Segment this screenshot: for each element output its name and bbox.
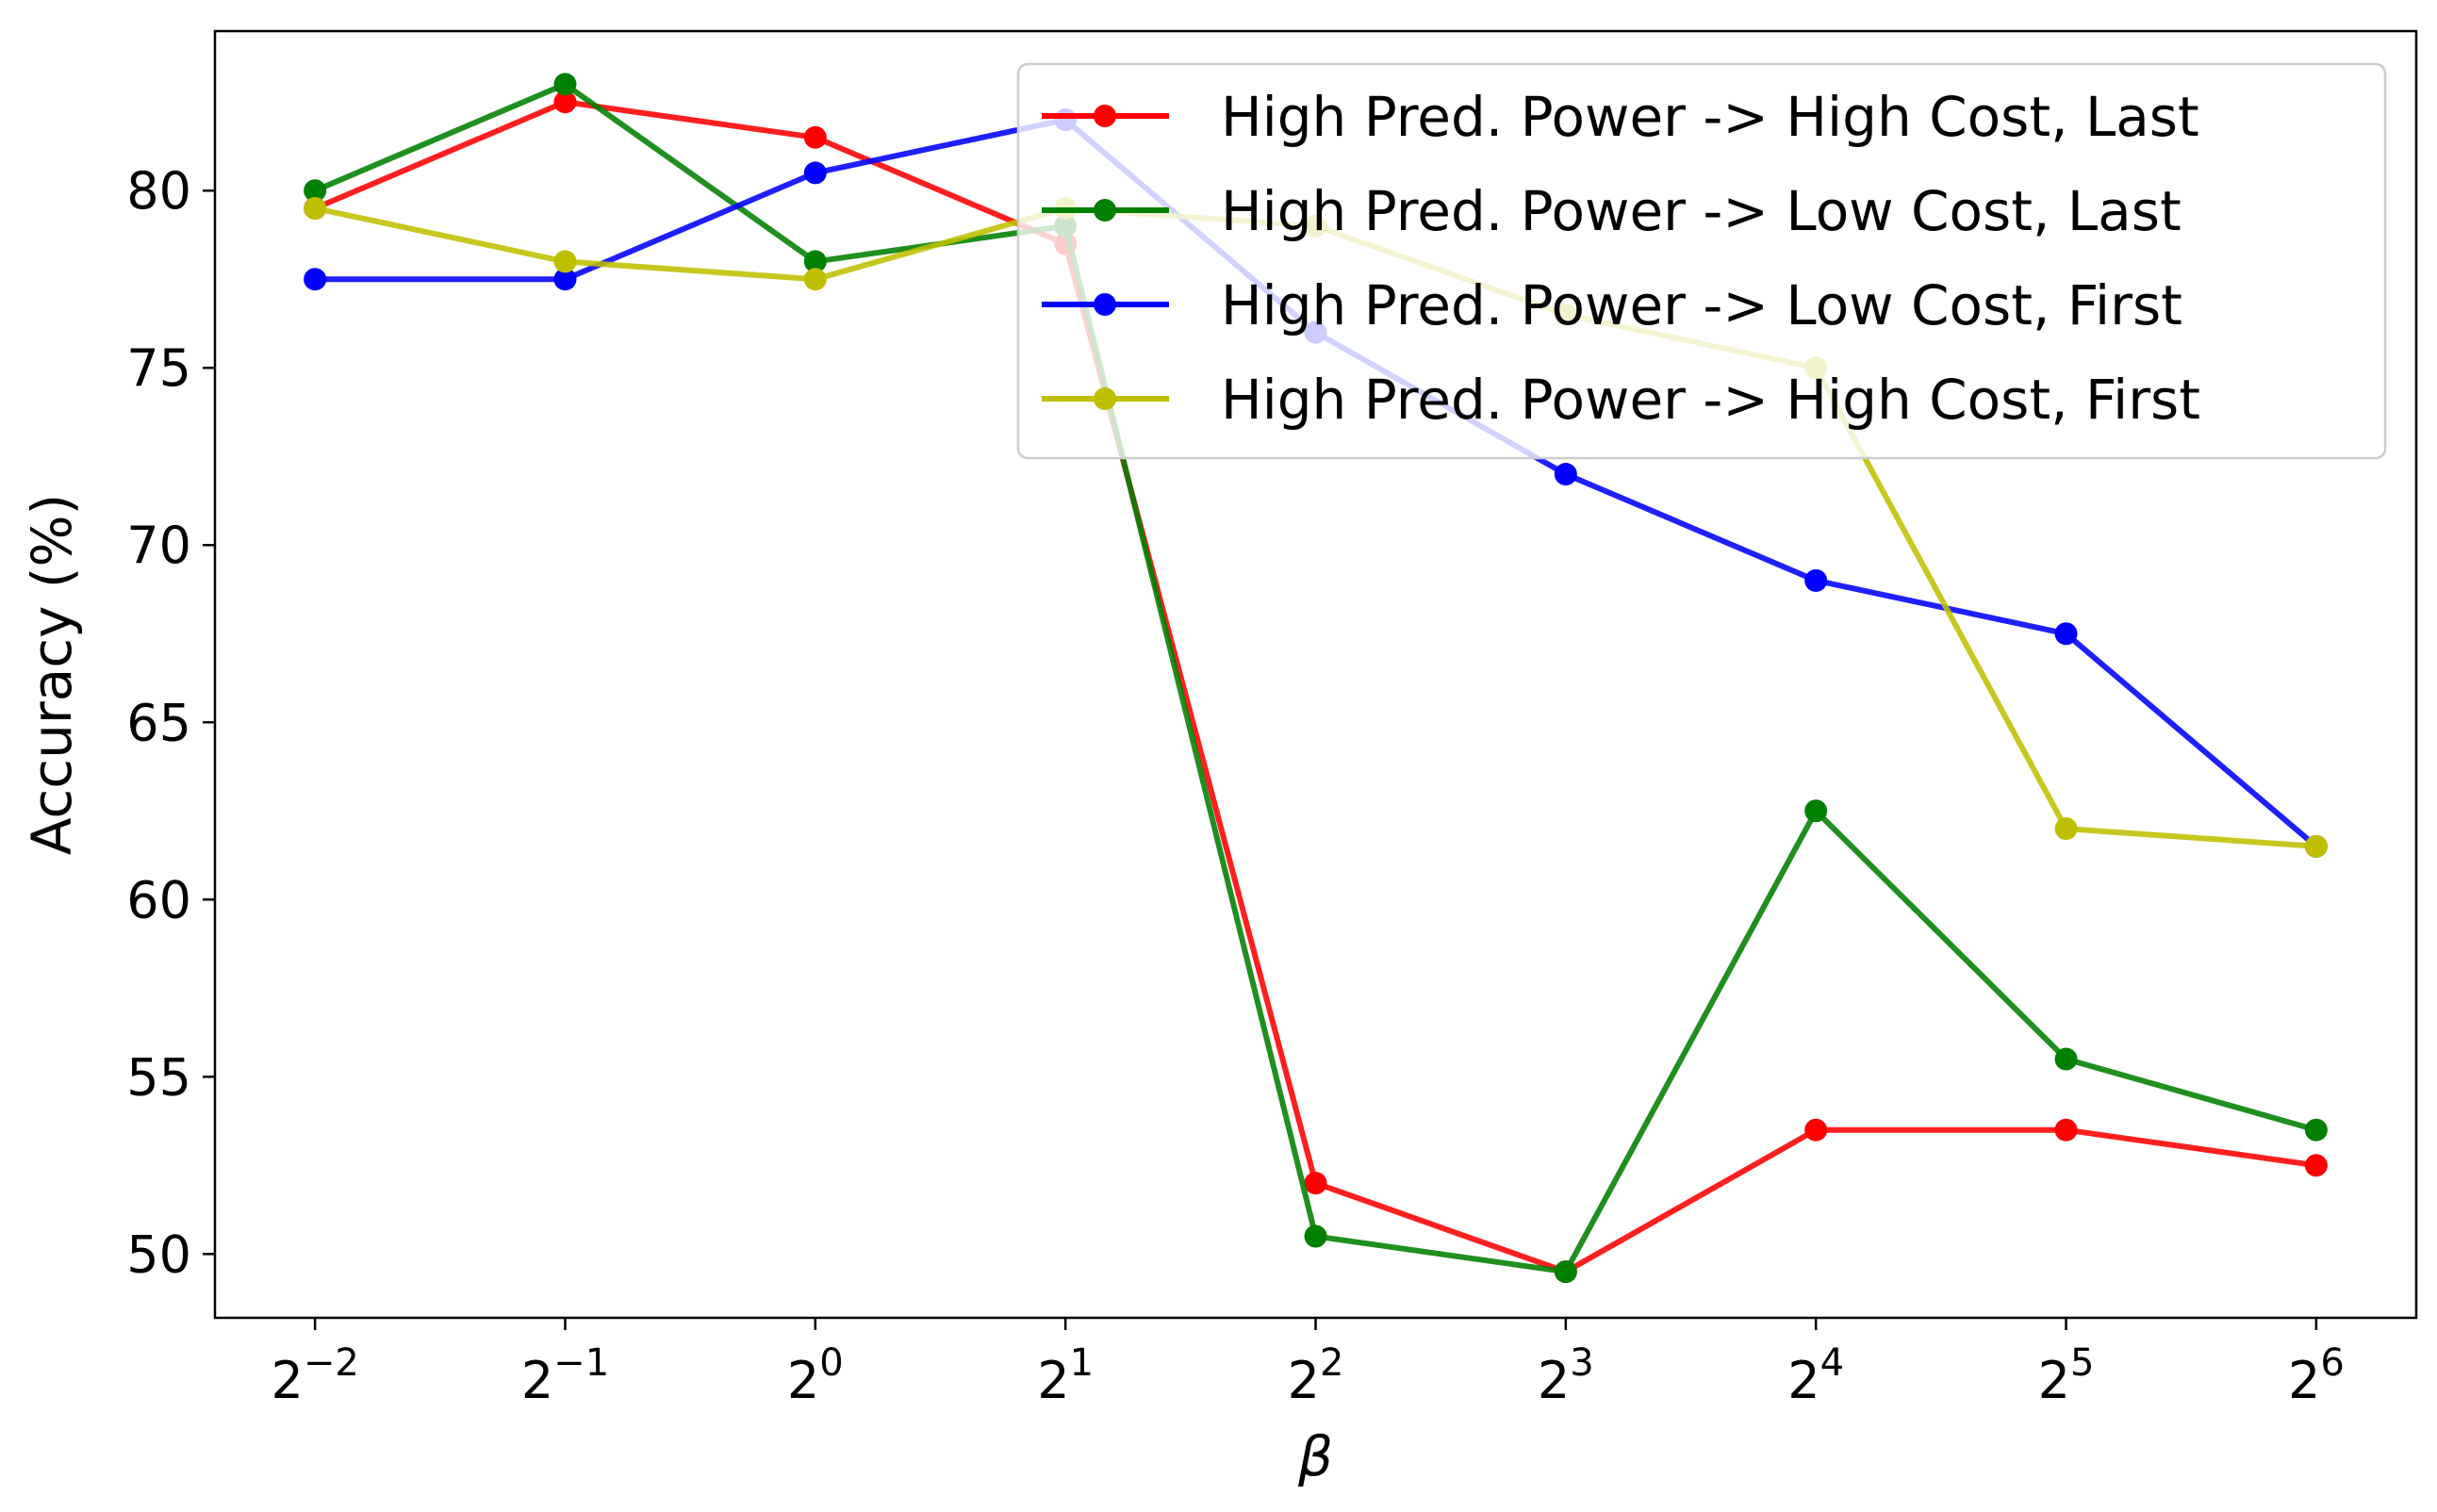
legend-item-1: High Pred. Power -> High Cost, Last [1042,85,2199,149]
data-point [2054,1047,2078,1071]
x-axis: 2−2 2−1 20 21 22 23 24 25 26 [271,1318,2345,1410]
legend-label: High Pred. Power -> Low Cost, First [1221,273,2182,337]
data-point [803,268,827,291]
legend-item-3: High Pred. Power -> Low Cost, First [1042,273,2182,337]
legend-marker [1094,293,1116,316]
x-tick-label: 2−2 [271,1341,358,1410]
data-point [2304,834,2328,858]
data-point [803,125,827,149]
y-tick-label: 75 [126,338,191,398]
legend-box [1016,62,2387,460]
y-tick-label: 80 [126,161,191,221]
data-point [803,250,827,273]
data-point [1804,568,1828,592]
data-point [1554,463,1577,486]
y-tick-label: 65 [126,693,191,752]
data-point [1554,1260,1577,1284]
legend-item-4: High Pred. Power -> High Cost, First [1042,368,2200,432]
data-point [1304,1224,1327,1248]
data-point [553,73,577,96]
legend: High Pred. Power -> High Cost, Last High … [1016,62,2387,460]
y-tick-label: 55 [126,1047,191,1107]
data-point [803,161,827,185]
x-tick-label: 24 [1787,1341,1844,1410]
x-tick-label: 25 [2038,1341,2095,1410]
data-point [2304,1154,2328,1177]
data-point [553,250,577,273]
data-point [1804,1118,1828,1142]
x-axis-label: β [1297,1424,1333,1488]
legend-item-2: High Pred. Power -> Low Cost, Last [1042,179,2182,243]
legend-marker [1094,387,1116,410]
legend-label: High Pred. Power -> Low Cost, Last [1221,179,2182,243]
legend-label: High Pred. Power -> High Cost, First [1221,368,2200,432]
y-tick-label: 60 [126,870,191,929]
data-point [1304,1172,1327,1195]
plot-frame [213,29,2418,1320]
y-tick-label: 50 [126,1224,191,1284]
y-axis: 50 55 60 65 70 75 80 [126,161,215,1284]
x-tick-label: 23 [1538,1341,1594,1410]
data-point [304,197,327,221]
data-point [2054,1118,2078,1142]
x-tick-label: 2−1 [521,1341,609,1410]
data-point [2054,817,2078,841]
data-point [2304,1118,2328,1142]
legend-marker [1094,105,1116,127]
y-axis-label: Accuracy (%) [20,494,84,856]
x-tick-label: 21 [1037,1341,1094,1410]
data-point [304,179,327,203]
data-point [1804,799,1828,823]
x-tick-label: 22 [1288,1341,1344,1410]
x-tick-label: 26 [2288,1341,2345,1410]
x-tick-label: 20 [787,1341,844,1410]
y-tick-label: 70 [126,516,191,575]
data-point [553,90,577,114]
data-point [304,268,327,291]
data-point [553,268,577,291]
legend-marker [1094,199,1116,222]
data-point [2054,622,2078,646]
legend-label: High Pred. Power -> High Cost, Last [1221,85,2199,149]
